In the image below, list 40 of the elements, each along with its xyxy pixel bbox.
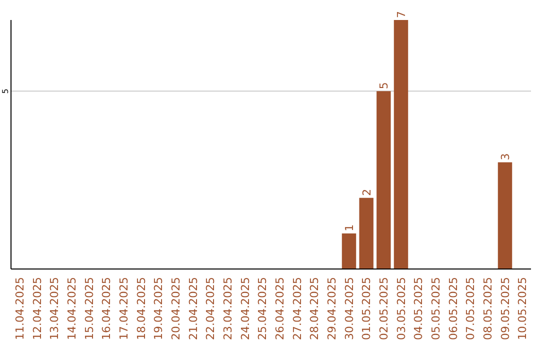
- x-tick-label: 04.05.2025: [412, 277, 426, 340]
- data-label: 7: [395, 11, 408, 18]
- x-tick-label: 23.04.2025: [222, 277, 235, 340]
- bar: [342, 233, 356, 269]
- x-tick-label: 26.04.2025: [274, 277, 287, 340]
- x-tick-label: 03.05.2025: [394, 277, 408, 340]
- x-tick-label: 07.05.2025: [464, 277, 478, 340]
- bar: [498, 162, 512, 269]
- bar: [359, 198, 374, 269]
- x-tick-label: 10.05.2025: [516, 277, 530, 340]
- x-tick-label: 09.05.2025: [498, 277, 512, 340]
- x-tick-label: 02.05.2025: [378, 277, 391, 340]
- data-label: 2: [360, 188, 374, 196]
- x-tick-label: 24.04.2025: [238, 277, 252, 340]
- data-label: 3: [499, 153, 512, 160]
- x-tick-label: 18.04.2025: [134, 277, 148, 340]
- x-tick-label: 11.04.2025: [14, 277, 27, 340]
- bar: [376, 91, 391, 269]
- x-tick-label: 15.04.2025: [82, 277, 96, 340]
- x-tick-label: 08.05.2025: [482, 277, 495, 340]
- data-label: 5: [378, 82, 391, 90]
- x-tick-label: 21.04.2025: [186, 277, 200, 340]
- x-tick-label: 12.04.2025: [30, 277, 44, 340]
- x-tick-label: 22.04.2025: [204, 277, 218, 340]
- x-tick-label: 30.04.2025: [342, 277, 356, 340]
- x-tick-label: 20.04.2025: [170, 277, 183, 340]
- x-tick-label: 05.05.2025: [430, 277, 443, 340]
- x-tick-label: 06.05.2025: [446, 277, 460, 340]
- x-tick-label: 25.04.2025: [256, 277, 270, 340]
- x-tick-label: 13.04.2025: [48, 277, 62, 340]
- x-tick-label: 19.04.2025: [152, 277, 166, 340]
- x-tick-label: 27.04.2025: [290, 277, 304, 340]
- x-tick-label: 29.04.2025: [326, 277, 339, 340]
- x-tick-label: 14.04.2025: [66, 277, 79, 340]
- x-tick-label: 17.04.2025: [118, 277, 131, 340]
- bar: [394, 20, 408, 269]
- x-tick-label: 16.04.2025: [100, 277, 114, 340]
- x-tick-label: 28.04.2025: [308, 277, 322, 340]
- data-label: 1: [343, 224, 356, 232]
- x-tick-label: 01.05.2025: [360, 277, 374, 340]
